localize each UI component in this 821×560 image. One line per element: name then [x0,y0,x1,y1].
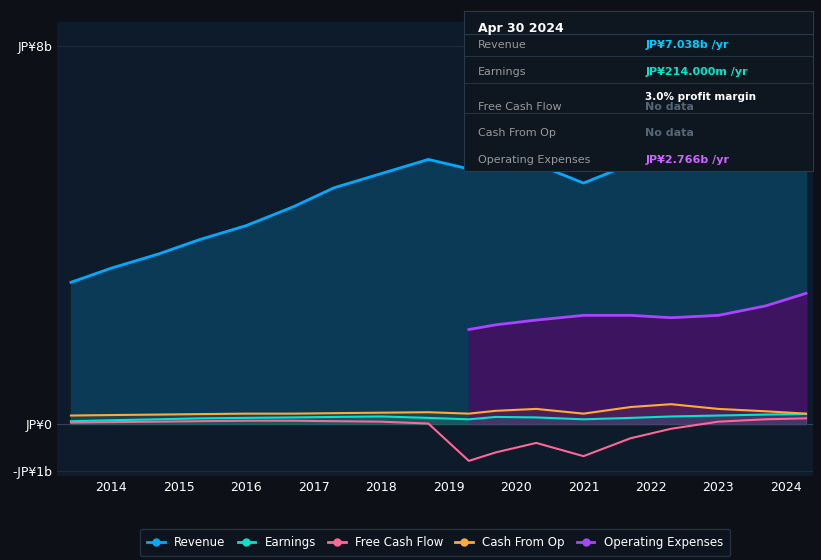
Text: Earnings: Earnings [478,67,526,77]
Text: 3.0% profit margin: 3.0% profit margin [645,92,756,102]
Text: Apr 30 2024: Apr 30 2024 [478,22,563,35]
Legend: Revenue, Earnings, Free Cash Flow, Cash From Op, Operating Expenses: Revenue, Earnings, Free Cash Flow, Cash … [140,529,730,556]
Text: No data: No data [645,128,695,138]
Text: JP¥214.000m /yr: JP¥214.000m /yr [645,67,748,77]
Text: JP¥7.038b /yr: JP¥7.038b /yr [645,40,729,50]
Text: No data: No data [645,102,695,112]
Text: Cash From Op: Cash From Op [478,128,556,138]
Text: Revenue: Revenue [478,40,526,50]
Text: Free Cash Flow: Free Cash Flow [478,102,562,112]
Text: Operating Expenses: Operating Expenses [478,155,590,165]
Text: JP¥2.766b /yr: JP¥2.766b /yr [645,155,729,165]
